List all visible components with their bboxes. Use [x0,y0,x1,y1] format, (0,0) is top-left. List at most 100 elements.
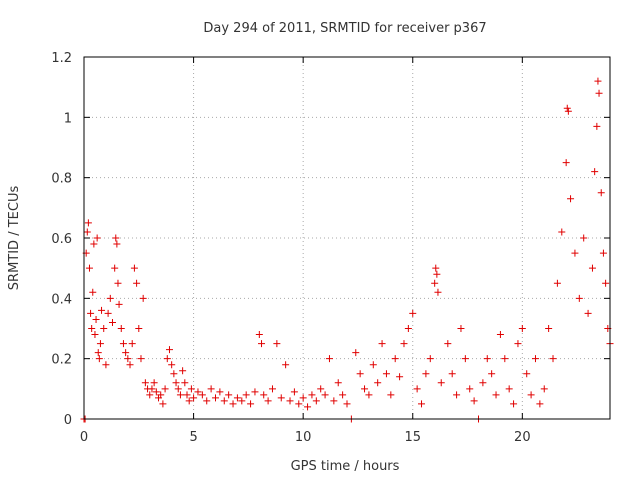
data-point [580,234,588,242]
data-point [102,361,110,369]
data-point [130,264,138,272]
data-point [92,315,100,323]
data-point [549,355,557,363]
data-point [91,331,99,339]
data-point [185,397,193,405]
y-tick-label: 1.2 [51,51,72,66]
axis-ticks [83,56,610,420]
data-point [163,355,171,363]
data-point [247,400,255,408]
data-point [183,391,191,399]
data-point [198,391,206,399]
x-tick-label: 0 [80,430,88,445]
data-point [83,228,91,236]
data-point [352,349,360,357]
data-point [523,370,531,378]
data-point [510,400,518,408]
y-axis-tick-labels: 0 0.2 0.4 0.6 0.8 1 1.2 [51,51,72,428]
data-point [356,370,364,378]
data-point [567,195,575,203]
data-point [207,385,215,393]
data-point [170,370,178,378]
data-point [242,391,250,399]
data-point [434,288,442,296]
data-point [317,385,325,393]
data-point [277,394,285,402]
data-point [268,385,276,393]
data-point [90,240,98,248]
data-point [94,349,102,357]
data-point [584,309,592,317]
data-point [396,373,404,381]
data-point [479,379,487,387]
data-point [290,388,298,396]
chart-title: Day 294 of 2011, SRMTID for receiver p36… [203,21,486,36]
data-point [157,391,165,399]
data-point [400,340,408,348]
data-point [540,385,548,393]
data-point [571,249,579,257]
data-point [594,77,602,85]
data-point [122,349,130,357]
data-point [432,264,440,272]
data-point [124,355,132,363]
y-tick-label: 0.8 [51,172,72,187]
data-point [343,400,351,408]
data-point [378,340,386,348]
data-point [108,318,116,326]
data-point [128,340,136,348]
data-point [339,391,347,399]
data-point [113,240,121,248]
data-point [159,400,167,408]
data-point [330,397,338,405]
data-point [563,104,571,112]
data-point [369,361,377,369]
data-point [233,394,241,402]
y-tick-label: 0.2 [51,353,72,368]
data-point [260,391,268,399]
data-point [95,355,103,363]
data-points [80,77,614,423]
data-point [308,391,316,399]
data-point [212,394,219,402]
data-point [483,355,491,363]
grid-lines [84,57,610,419]
data-point [453,391,461,399]
data-point [98,306,106,314]
data-point [409,309,417,317]
data-point [457,325,465,332]
data-point [553,279,561,287]
x-tick-label: 10 [295,430,312,445]
data-point [137,355,145,363]
data-point [599,249,607,257]
data-point [602,279,610,287]
data-point [168,361,176,369]
data-point [536,400,544,408]
data-point [558,228,566,236]
data-point [187,385,195,393]
data-point [141,379,149,387]
data-point [179,367,187,375]
data-point [139,294,147,302]
y-tick-label: 0.4 [51,292,72,307]
x-tick-label: 20 [514,430,531,445]
x-tick-label: 5 [189,430,197,445]
data-point [126,361,134,369]
y-tick-label: 0 [64,413,72,428]
data-point [282,361,290,369]
data-point [176,391,184,399]
data-point [595,89,603,97]
data-point [251,388,259,396]
data-point [575,294,583,302]
data-point [444,340,452,348]
data-point [85,264,93,272]
data-point [426,355,434,363]
data-point [437,379,445,387]
data-point [119,340,127,348]
data-point [220,397,228,405]
x-tick-label: 15 [404,430,421,445]
data-point [165,346,173,354]
x-axis-label: GPS time / hours [291,459,400,474]
data-point [588,264,596,272]
